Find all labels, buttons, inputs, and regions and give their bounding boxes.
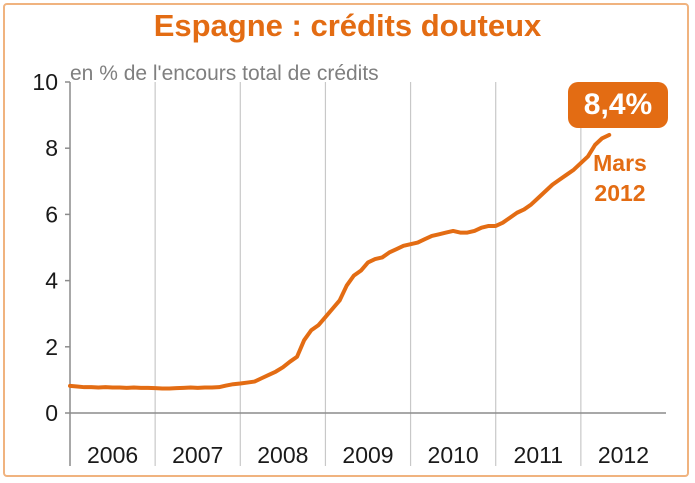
x-tick-label: 2009 (342, 442, 393, 468)
value-badge-label: 8,4% (583, 88, 653, 121)
x-tick-label: 2008 (257, 442, 308, 468)
value-badge: 8,4% (568, 82, 668, 128)
chart-frame (3, 3, 689, 477)
x-tick-label: 2012 (598, 442, 649, 468)
y-tick-label: 2 (45, 334, 58, 360)
y-tick-label: 4 (45, 268, 58, 294)
axes (65, 81, 666, 466)
gridlines (154, 82, 582, 466)
date-annotation: Mars 2012 (570, 148, 670, 208)
x-tick-label: 2007 (172, 442, 223, 468)
chart-subtitle: en % de l'encours total de crédits (70, 62, 379, 85)
date-annotation-year: 2012 (594, 180, 646, 206)
y-tick-label: 0 (45, 400, 58, 426)
series-line (68, 132, 612, 391)
y-tick-label: 6 (45, 201, 58, 227)
y-tick-labels: 0 2 4 6 8 10 (32, 69, 58, 426)
x-tick-label: 2011 (514, 442, 563, 468)
chart-title: Espagne : crédits douteux (153, 8, 542, 43)
date-annotation-month: Mars (593, 150, 647, 176)
x-tick-labels: 2006 2007 2008 2009 2010 2011 2012 (87, 442, 649, 468)
y-tick-label: 10 (32, 69, 58, 95)
x-tick-label: 2006 (87, 442, 138, 468)
y-tick-label: 8 (45, 135, 58, 161)
x-tick-label: 2010 (428, 442, 479, 468)
